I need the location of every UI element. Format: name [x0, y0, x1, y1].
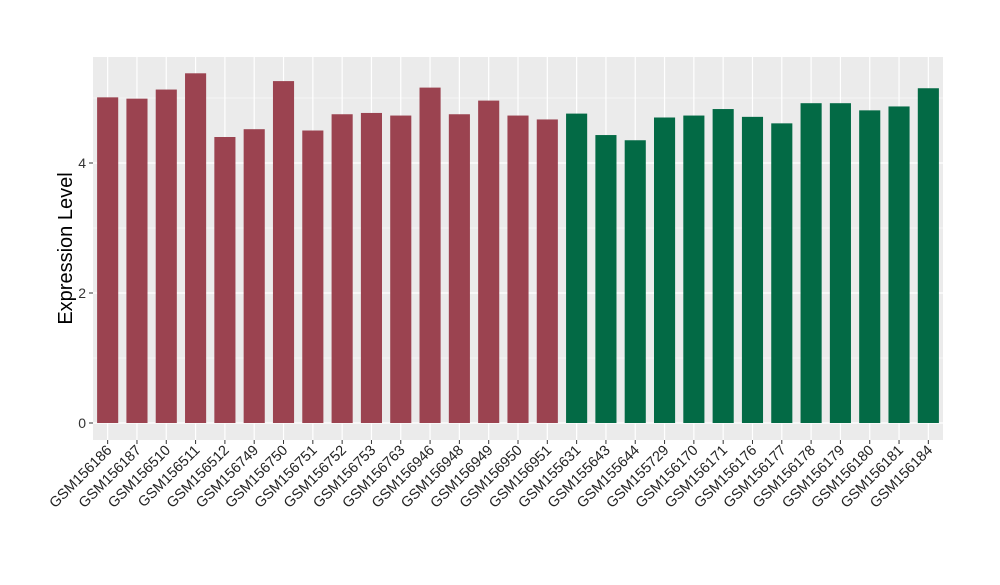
bar-GSM156170 — [683, 115, 705, 424]
bar-GSM156951 — [536, 119, 558, 423]
bar-GSM156186 — [97, 97, 119, 423]
bar-GSM156948 — [448, 114, 470, 423]
bar-GSM156181 — [888, 106, 910, 423]
y-tick-label: 4 — [78, 155, 86, 171]
x-axis: GSM156186GSM156187GSM156510GSM156511GSM1… — [47, 440, 936, 511]
bar-GSM156176 — [741, 116, 764, 423]
bar-GSM156177 — [771, 123, 793, 423]
bar-GSM156180 — [859, 110, 881, 423]
y-tick-label: 2 — [78, 285, 86, 301]
bar-GSM155644 — [624, 140, 646, 423]
bar-GSM156171 — [712, 109, 734, 424]
bar-GSM156950 — [507, 115, 529, 424]
bar-GSM156179 — [829, 103, 851, 423]
bars — [97, 73, 939, 424]
bar-GSM156187 — [126, 98, 148, 424]
bar-GSM156184 — [917, 88, 939, 423]
bar-GSM156749 — [243, 129, 265, 423]
bar-GSM155631 — [566, 113, 588, 423]
bar-GSM156512 — [214, 137, 236, 423]
y-axis: 0 2 4 — [78, 155, 93, 431]
bar-GSM156510 — [155, 89, 177, 424]
bar-GSM156752 — [331, 114, 353, 423]
bar-GSM156753 — [360, 112, 382, 423]
bar-GSM156511 — [185, 73, 207, 424]
bar-GSM155729 — [654, 117, 676, 423]
bar-GSM156178 — [800, 103, 822, 423]
y-tick-label: 0 — [78, 415, 86, 431]
y-axis-title: Expression Level — [55, 172, 77, 324]
bar-GSM156751 — [302, 130, 324, 423]
bar-GSM156949 — [478, 100, 500, 423]
bar-GSM156750 — [272, 81, 295, 423]
bar-GSM156763 — [390, 115, 412, 424]
bar-GSM155643 — [595, 135, 617, 424]
bar-GSM156946 — [419, 87, 441, 423]
